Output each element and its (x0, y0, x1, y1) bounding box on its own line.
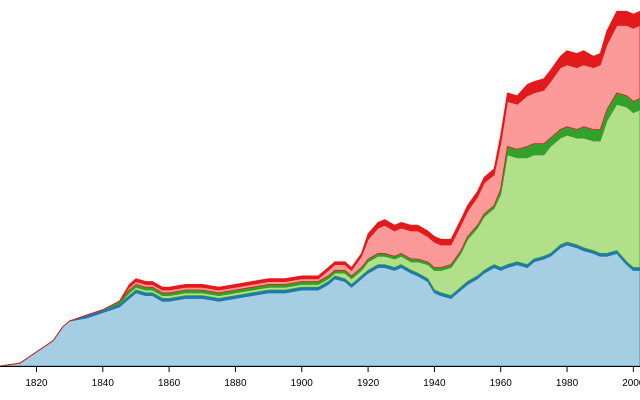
x-tick-label: 1960 (490, 378, 513, 389)
x-tick-label: 1860 (158, 378, 181, 389)
x-tick-label: 1820 (25, 378, 48, 389)
x-tick-label: 1840 (92, 378, 115, 389)
series-areas (0, 10, 640, 367)
x-tick-label: 1980 (556, 378, 579, 389)
x-tick-label: 2000 (622, 378, 640, 389)
x-axis: 1820 1840 1860 1880 1900 1920 1940 1960 1980 2000 (0, 366, 640, 389)
series-area-1 (0, 244, 640, 367)
x-tick-label: 1900 (291, 378, 314, 389)
x-tick-label: 1940 (423, 378, 446, 389)
x-tick-label: 1880 (224, 378, 247, 389)
series-area-6 (0, 10, 640, 367)
x-tick-label: 1920 (357, 378, 380, 389)
